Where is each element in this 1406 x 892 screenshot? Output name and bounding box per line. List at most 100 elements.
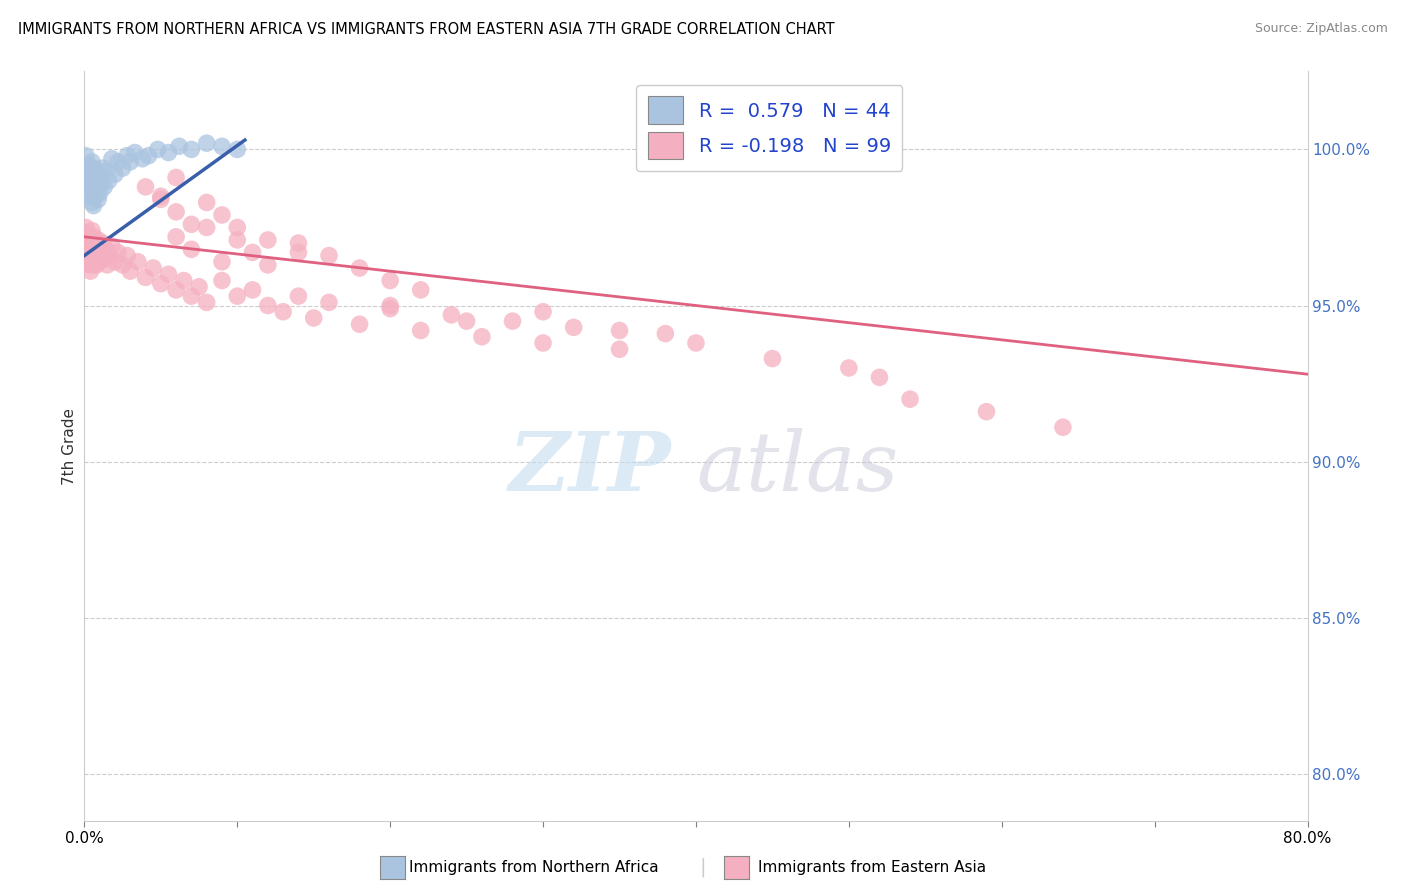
Point	[138, 148, 160, 162]
Point	[84, 252, 107, 266]
Point	[380, 301, 402, 316]
Point	[165, 170, 187, 185]
Point	[456, 314, 478, 328]
Point	[90, 177, 112, 191]
Point	[79, 183, 101, 197]
Point	[86, 258, 108, 272]
Point	[502, 314, 524, 328]
Point	[226, 220, 249, 235]
Point	[97, 248, 120, 262]
Text: Source: ZipAtlas.com: Source: ZipAtlas.com	[1254, 22, 1388, 36]
Point	[80, 154, 103, 169]
Point	[115, 148, 138, 162]
Point	[531, 304, 554, 318]
Point	[77, 161, 100, 175]
Point	[211, 208, 233, 222]
Point	[149, 277, 172, 291]
Point	[165, 230, 187, 244]
Point	[562, 320, 585, 334]
Point	[77, 258, 100, 272]
Point	[287, 236, 309, 251]
Point	[349, 260, 371, 275]
Point	[93, 252, 115, 266]
Point	[167, 139, 190, 153]
Point	[86, 242, 108, 256]
Text: IMMIGRANTS FROM NORTHERN AFRICA VS IMMIGRANTS FROM EASTERN ASIA 7TH GRADE CORREL: IMMIGRANTS FROM NORTHERN AFRICA VS IMMIG…	[18, 22, 835, 37]
Text: |: |	[700, 857, 706, 877]
Point	[80, 255, 103, 269]
Point	[257, 258, 280, 272]
Point	[142, 260, 165, 275]
Point	[83, 230, 105, 244]
Point	[609, 342, 631, 356]
Point	[135, 179, 157, 194]
Point	[101, 152, 124, 166]
Point	[165, 204, 187, 219]
Point	[149, 193, 172, 207]
Point	[195, 220, 218, 235]
Point	[173, 274, 195, 288]
Point	[146, 142, 169, 156]
Point	[135, 270, 157, 285]
Point	[127, 255, 149, 269]
Point	[79, 236, 101, 251]
Point	[80, 223, 103, 237]
Point	[76, 255, 98, 269]
Text: ZIP: ZIP	[509, 428, 672, 508]
Point	[94, 164, 117, 178]
Point	[157, 268, 180, 282]
Point	[869, 370, 891, 384]
Point	[271, 304, 294, 318]
Point	[380, 299, 402, 313]
Point	[83, 198, 105, 212]
Point	[83, 179, 105, 194]
Point	[86, 164, 108, 178]
Point	[77, 179, 100, 194]
Legend: R =  0.579   N = 44, R = -0.198   N = 99: R = 0.579 N = 44, R = -0.198 N = 99	[637, 85, 903, 171]
Point	[165, 283, 187, 297]
Point	[287, 289, 309, 303]
Point	[120, 264, 142, 278]
Point	[211, 255, 233, 269]
Point	[104, 255, 127, 269]
Point	[226, 289, 249, 303]
Point	[87, 193, 110, 207]
Point	[195, 295, 218, 310]
Point	[226, 142, 249, 156]
Point	[79, 168, 101, 182]
Point	[91, 161, 114, 175]
Y-axis label: 7th Grade: 7th Grade	[62, 408, 77, 484]
Point	[94, 242, 117, 256]
Point	[96, 258, 118, 272]
Point	[654, 326, 676, 341]
Point	[75, 148, 97, 162]
Point	[87, 248, 110, 262]
Point	[380, 274, 402, 288]
Point	[80, 239, 103, 253]
Point	[124, 145, 146, 160]
Point	[287, 245, 309, 260]
Point	[104, 168, 127, 182]
Point	[89, 239, 111, 253]
Point	[87, 233, 110, 247]
Point	[531, 336, 554, 351]
Point	[89, 168, 111, 182]
Point	[242, 283, 264, 297]
Point	[76, 227, 98, 241]
Point	[75, 236, 97, 251]
Point	[211, 274, 233, 288]
Point	[111, 258, 134, 272]
Point	[409, 283, 432, 297]
Point	[157, 145, 180, 160]
Point	[83, 245, 105, 260]
Point	[1052, 420, 1074, 434]
Point	[90, 245, 112, 260]
Point	[180, 242, 202, 256]
Point	[87, 174, 110, 188]
Point	[80, 177, 103, 191]
Point	[180, 217, 202, 231]
Point	[685, 336, 707, 351]
Point	[86, 183, 108, 197]
Point	[101, 239, 124, 253]
Point	[84, 189, 107, 203]
